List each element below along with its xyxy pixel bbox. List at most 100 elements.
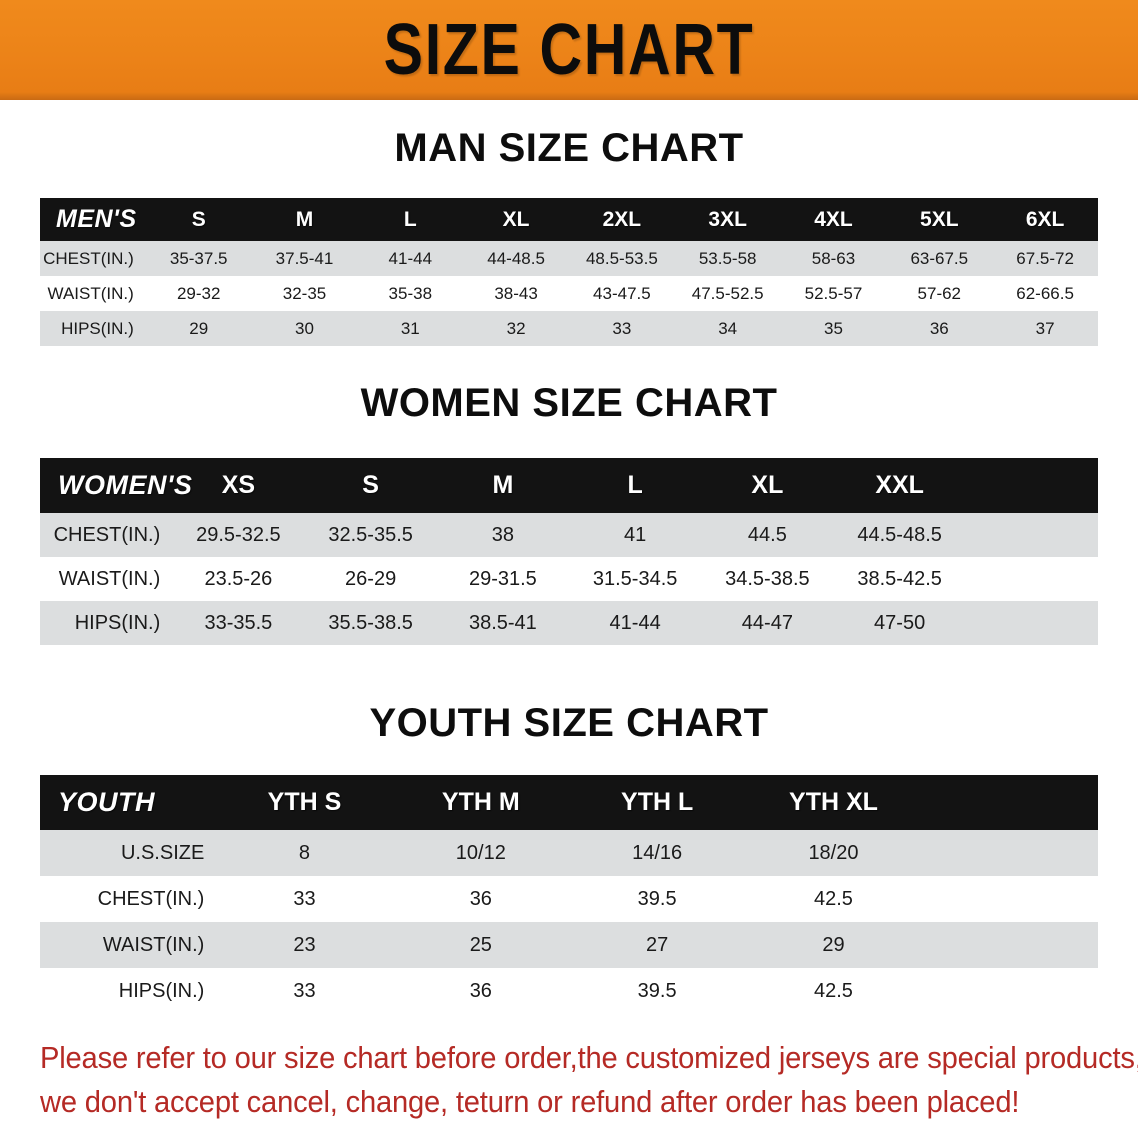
man-cell: 30: [295, 318, 314, 338]
man-size-header: 4XL: [814, 207, 853, 231]
women-corner-label: WOMEN'S: [58, 470, 193, 500]
man-row-label: HIPS(IN.): [61, 318, 134, 338]
women-size-header: L: [627, 471, 643, 499]
women-size-table: WOMEN'S XS S M L XL XXL CHEST(IN.) 29.5-…: [40, 458, 1098, 645]
man-size-header: M: [295, 207, 314, 231]
man-cell: 31: [400, 318, 420, 338]
women-cell: 34.5-38.5: [725, 567, 810, 590]
women-table-head: WOMEN'S XS S M L XL XXL: [40, 458, 1098, 513]
man-cell: 32-35: [282, 283, 327, 303]
youth-cell-filler: [922, 968, 1098, 1014]
women-table-body: CHEST(IN.) 29.5-32.5 32.5-35.5 38 41 44.…: [40, 513, 1098, 645]
banner-title: SIZE CHART: [383, 10, 755, 90]
youth-cell: 29: [822, 933, 845, 956]
women-cell: 44.5: [747, 523, 787, 546]
man-cell: 47.5-52.5: [691, 283, 764, 303]
man-cell: 44-48.5: [487, 248, 545, 268]
women-section-title: WOMEN SIZE CHART: [360, 381, 778, 425]
youth-cell: 10/12: [455, 841, 506, 864]
man-cell: 41-44: [388, 248, 433, 268]
man-cell: 43-47.5: [593, 283, 651, 303]
youth-cell: 14/16: [632, 841, 683, 864]
youth-cell: 18/20: [808, 841, 859, 864]
man-cell: 36: [929, 318, 949, 338]
women-cell-filler: [966, 513, 1098, 557]
women-size-header: XXL: [875, 471, 924, 499]
youth-row-label: CHEST(IN.): [97, 887, 205, 910]
man-cell: 33: [612, 318, 632, 338]
man-cell: 32: [506, 318, 526, 338]
women-size-header: XL: [751, 471, 784, 499]
women-header-row: WOMEN'S XS S M L XL XXL: [40, 458, 1098, 513]
man-cell: 38-43: [494, 283, 538, 303]
man-table-head: MEN'S S M L XL 2XL 3XL 4XL 5XL 6XL: [40, 198, 1098, 241]
youth-row-label: WAIST(IN.): [102, 933, 205, 956]
women-row-label: HIPS(IN.): [74, 611, 161, 634]
man-cell: 62-66.5: [1016, 283, 1074, 303]
youth-size-header: YTH S: [267, 788, 342, 816]
man-size-header: 6XL: [1025, 207, 1065, 231]
youth-cell: 27: [646, 933, 669, 956]
man-cell: 37: [1035, 318, 1055, 338]
man-cell: 67.5-72: [1016, 248, 1074, 268]
disclaimer-line-1: Please refer to our size chart before or…: [40, 1040, 1138, 1075]
youth-cell: 42.5: [814, 887, 853, 910]
man-cell: 29: [189, 318, 209, 338]
man-row-label: CHEST(IN.): [43, 248, 134, 268]
youth-cell: 36: [469, 979, 492, 1002]
youth-size-table: YOUTH YTH S YTH M YTH L YTH XL U.S.SIZE …: [40, 775, 1098, 1014]
man-size-header: 2XL: [602, 207, 642, 231]
youth-row-label: U.S.SIZE: [120, 841, 205, 864]
women-cell: 41-44: [609, 611, 661, 634]
women-cell: 26-29: [345, 567, 397, 590]
man-corner-label: MEN'S: [56, 205, 137, 233]
table-row: HIPS(IN.) 33-35.5 35.5-38.5 38.5-41 41-4…: [40, 601, 1098, 645]
youth-cell: 8: [298, 841, 311, 864]
table-row: WAIST(IN.) 29-32 32-35 35-38 38-43 43-47…: [40, 276, 1098, 311]
youth-header-row: YOUTH YTH S YTH M YTH L YTH XL: [40, 775, 1098, 830]
youth-header-filler: [922, 775, 1098, 830]
disclaimer-text: Please refer to our size chart before or…: [40, 1036, 1138, 1124]
man-cell: 52.5-57: [804, 283, 863, 303]
youth-cell-filler: [922, 876, 1098, 922]
man-cell: 58-63: [811, 248, 856, 268]
man-cell: 57-62: [917, 283, 962, 303]
women-cell: 29.5-32.5: [196, 523, 281, 546]
youth-table-head: YOUTH YTH S YTH M YTH L YTH XL: [40, 775, 1098, 830]
women-size-header: XS: [221, 471, 256, 499]
table-row: CHEST(IN.) 29.5-32.5 32.5-35.5 38 41 44.…: [40, 513, 1098, 557]
youth-cell-filler: [922, 922, 1098, 968]
youth-section-title: YOUTH SIZE CHART: [369, 701, 769, 745]
man-header-row: MEN'S S M L XL 2XL 3XL 4XL 5XL 6XL: [40, 198, 1098, 241]
youth-cell: 36: [469, 887, 492, 910]
table-row: WAIST(IN.) 23.5-26 26-29 29-31.5 31.5-34…: [40, 557, 1098, 601]
man-cell: 48.5-53.5: [585, 248, 658, 268]
man-size-header: S: [191, 207, 206, 231]
table-row: CHEST(IN.) 35-37.5 37.5-41 41-44 44-48.5…: [40, 241, 1098, 276]
table-row: HIPS(IN.) 33 36 39.5 42.5: [40, 968, 1098, 1014]
man-size-table: MEN'S S M L XL 2XL 3XL 4XL 5XL 6XL CHEST…: [40, 198, 1098, 346]
women-cell: 44.5-48.5: [857, 523, 942, 546]
women-cell: 47-50: [874, 611, 926, 634]
women-cell: 38.5-41: [468, 611, 537, 634]
women-cell: 31.5-34.5: [592, 567, 678, 590]
women-cell: 35.5-38.5: [328, 611, 413, 634]
youth-corner-label: YOUTH: [58, 787, 155, 817]
women-row-label: CHEST(IN.): [53, 523, 161, 546]
women-cell: 41: [624, 523, 647, 546]
youth-table-body: U.S.SIZE 8 10/12 14/16 18/20 CHEST(IN.) …: [40, 830, 1098, 1014]
man-size-header: 3XL: [708, 207, 747, 231]
youth-row-label: HIPS(IN.): [118, 979, 205, 1002]
women-cell: 38: [491, 523, 514, 546]
youth-cell: 23: [293, 933, 316, 956]
women-cell: 23.5-26: [204, 567, 273, 590]
man-row-label: WAIST(IN.): [47, 283, 134, 303]
disclaimer-line-2: we don't accept cancel, change, teturn o…: [40, 1084, 1020, 1119]
women-cell: 38.5-42.5: [857, 567, 942, 590]
man-section-title: MAN SIZE CHART: [394, 126, 744, 170]
man-cell: 63-67.5: [910, 248, 969, 268]
youth-cell: 39.5: [637, 887, 677, 910]
table-row: HIPS(IN.) 29 30 31 32 33 34 35 36 37: [40, 311, 1098, 346]
man-cell: 34: [718, 318, 738, 338]
